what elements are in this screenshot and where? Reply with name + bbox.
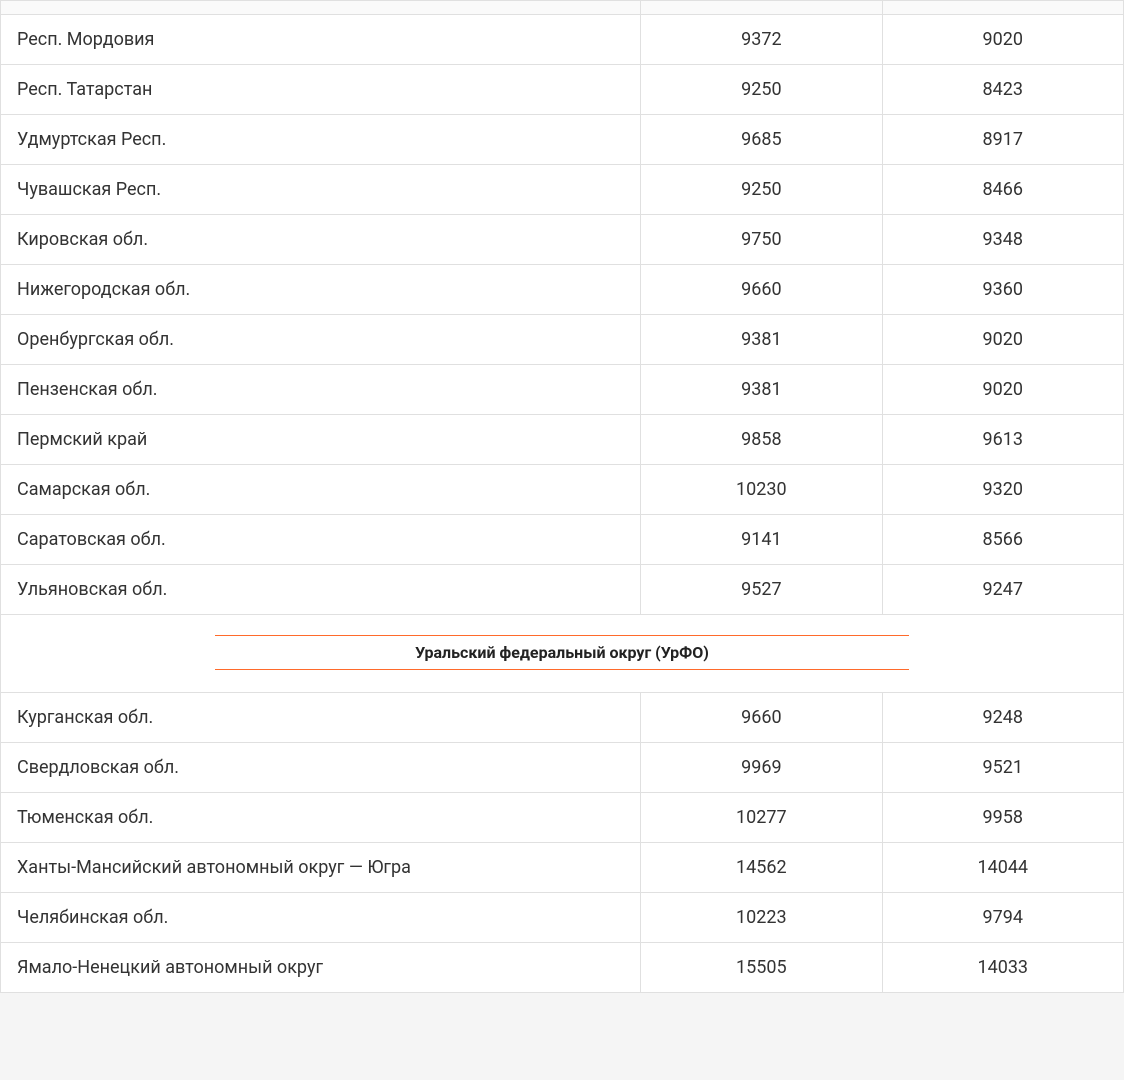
section-title-cell: Уральский федеральный округ (УрФО)	[1, 615, 1124, 693]
table-row: Пензенская обл.93819020	[1, 365, 1124, 415]
table-row: Пермский край98589613	[1, 415, 1124, 465]
region-name-cell: Свердловская обл.	[1, 743, 641, 793]
regions-table-wrap: Респ. Мордовия93729020Респ. Татарстан925…	[0, 0, 1124, 993]
table-row: Ульяновская обл.95279247	[1, 565, 1124, 615]
value1-cell: 9381	[641, 315, 882, 365]
table-row: Кировская обл.97509348	[1, 215, 1124, 265]
region-name-cell: Респ. Татарстан	[1, 65, 641, 115]
value1-cell: 9527	[641, 565, 882, 615]
region-name-cell: Пермский край	[1, 415, 641, 465]
value2-cell: 9521	[882, 743, 1123, 793]
header-gap-cell	[641, 1, 882, 15]
value2-cell: 8917	[882, 115, 1123, 165]
region-name-cell: Ямало-Ненецкий автономный округ	[1, 943, 641, 993]
region-name-cell: Удмуртская Респ.	[1, 115, 641, 165]
value1-cell: 9685	[641, 115, 882, 165]
value2-cell: 9020	[882, 365, 1123, 415]
region-name-cell: Чувашская Респ.	[1, 165, 641, 215]
table-row: Ямало-Ненецкий автономный округ155051403…	[1, 943, 1124, 993]
value2-cell: 9248	[882, 693, 1123, 743]
region-name-cell: Челябинская обл.	[1, 893, 641, 943]
value1-cell: 9250	[641, 165, 882, 215]
value2-cell: 9320	[882, 465, 1123, 515]
value1-cell: 14562	[641, 843, 882, 893]
table-row: Челябинская обл.102239794	[1, 893, 1124, 943]
value1-cell: 9372	[641, 15, 882, 65]
table-row: Респ. Татарстан92508423	[1, 65, 1124, 115]
value1-cell: 9858	[641, 415, 882, 465]
value1-cell: 9660	[641, 265, 882, 315]
region-name-cell: Кировская обл.	[1, 215, 641, 265]
value1-cell: 9660	[641, 693, 882, 743]
value2-cell: 9247	[882, 565, 1123, 615]
value1-cell: 9381	[641, 365, 882, 415]
header-gap-cell	[882, 1, 1123, 15]
table-row: Ханты-Мансийский автономный округ — Югра…	[1, 843, 1124, 893]
value2-cell: 9613	[882, 415, 1123, 465]
value2-cell: 8566	[882, 515, 1123, 565]
value2-cell: 9958	[882, 793, 1123, 843]
value2-cell: 14044	[882, 843, 1123, 893]
region-name-cell: Тюменская обл.	[1, 793, 641, 843]
value1-cell: 10277	[641, 793, 882, 843]
region-name-cell: Ханты-Мансийский автономный округ — Югра	[1, 843, 641, 893]
value1-cell: 9750	[641, 215, 882, 265]
region-name-cell: Ульяновская обл.	[1, 565, 641, 615]
region-name-cell: Пензенская обл.	[1, 365, 641, 415]
value2-cell: 9020	[882, 315, 1123, 365]
region-name-cell: Оренбургская обл.	[1, 315, 641, 365]
table-row: Чувашская Респ.92508466	[1, 165, 1124, 215]
header-gap-row	[1, 1, 1124, 15]
table-row: Удмуртская Респ.96858917	[1, 115, 1124, 165]
value1-cell: 15505	[641, 943, 882, 993]
region-name-cell: Курганская обл.	[1, 693, 641, 743]
table-row: Саратовская обл.91418566	[1, 515, 1124, 565]
section-title-wrap: Уральский федеральный округ (УрФО)	[215, 633, 909, 672]
table-row: Оренбургская обл.93819020	[1, 315, 1124, 365]
value2-cell: 8466	[882, 165, 1123, 215]
value2-cell: 9020	[882, 15, 1123, 65]
value2-cell: 9348	[882, 215, 1123, 265]
region-name-cell: Нижегородская обл.	[1, 265, 641, 315]
table-row: Нижегородская обл.96609360	[1, 265, 1124, 315]
value2-cell: 8423	[882, 65, 1123, 115]
section-title-row: Уральский федеральный округ (УрФО)	[1, 615, 1124, 693]
table-row: Респ. Мордовия93729020	[1, 15, 1124, 65]
value2-cell: 9360	[882, 265, 1123, 315]
header-gap-cell	[1, 1, 641, 15]
table-row: Тюменская обл.102779958	[1, 793, 1124, 843]
value1-cell: 10230	[641, 465, 882, 515]
table-row: Самарская обл.102309320	[1, 465, 1124, 515]
table-row: Свердловская обл.99699521	[1, 743, 1124, 793]
regions-table: Респ. Мордовия93729020Респ. Татарстан925…	[0, 0, 1124, 993]
value2-cell: 14033	[882, 943, 1123, 993]
region-name-cell: Респ. Мордовия	[1, 15, 641, 65]
value2-cell: 9794	[882, 893, 1123, 943]
value1-cell: 10223	[641, 893, 882, 943]
section-title-label: Уральский федеральный округ (УрФО)	[415, 637, 709, 668]
value1-cell: 9969	[641, 743, 882, 793]
region-name-cell: Саратовская обл.	[1, 515, 641, 565]
value1-cell: 9250	[641, 65, 882, 115]
value1-cell: 9141	[641, 515, 882, 565]
region-name-cell: Самарская обл.	[1, 465, 641, 515]
table-row: Курганская обл.96609248	[1, 693, 1124, 743]
